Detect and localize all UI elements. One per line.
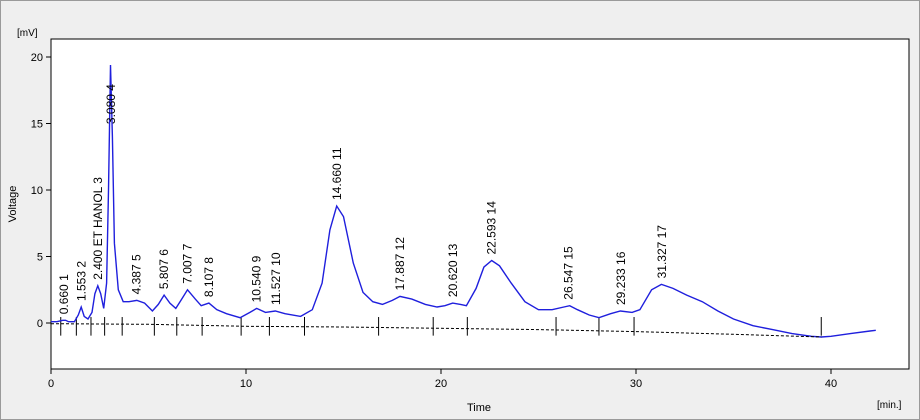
peak-label: 3.080 4 (104, 84, 118, 124)
baseline-line (50, 323, 822, 338)
plot-area (50, 38, 910, 370)
peak-label: 31.327 17 (655, 225, 669, 279)
signal-line (51, 64, 876, 338)
x-tick-label: 20 (435, 378, 447, 390)
peak-label: 22.593 14 (485, 201, 499, 255)
x-tick-label: 40 (825, 378, 837, 390)
series-lines (50, 64, 876, 338)
peak-label: 10.540 9 (250, 255, 264, 302)
peak-label: 1.553 2 (74, 261, 88, 301)
x-unit-label: [min.] (877, 400, 902, 411)
x-tick-label: 30 (630, 378, 642, 390)
peak-label: 26.547 15 (562, 246, 576, 300)
peak-label: 8.107 8 (202, 257, 216, 297)
peak-label: 0.660 1 (57, 274, 71, 314)
x-axis-title: Time (467, 402, 491, 414)
peak-label: 4.387 5 (130, 254, 144, 294)
peak-label: 2.400 ET HANOL 3 (91, 177, 105, 280)
peak-label: 11.527 10 (269, 252, 283, 305)
x-tick-label: 10 (240, 378, 252, 390)
y-tick-label: 15 (31, 119, 43, 131)
y-tick-label: 5 (37, 252, 43, 264)
y-axis-title: Voltage (7, 186, 19, 223)
peak-labels: 0.660 1 1.553 22.400 ET HANOL 3 3.080 4 4.3… (57, 84, 669, 315)
y-tick-label: 0 (37, 318, 43, 330)
peak-label: 7.007 7 (181, 243, 195, 283)
x-tick-label: 0 (48, 378, 54, 390)
y-tick-label: 10 (31, 185, 43, 197)
peak-label: 17.887 12 (393, 237, 407, 291)
axis-ticks: 0 5 10 15 20 0 10 20 30 40 (31, 52, 837, 390)
peak-label: 20.620 13 (446, 243, 460, 297)
peak-label: 5.807 6 (157, 249, 171, 289)
y-unit-label: [mV] (17, 28, 38, 39)
peak-label: 29.233 16 (614, 251, 628, 305)
peak-label: 14.660 11 (330, 147, 344, 200)
y-tick-label: 20 (31, 52, 43, 64)
